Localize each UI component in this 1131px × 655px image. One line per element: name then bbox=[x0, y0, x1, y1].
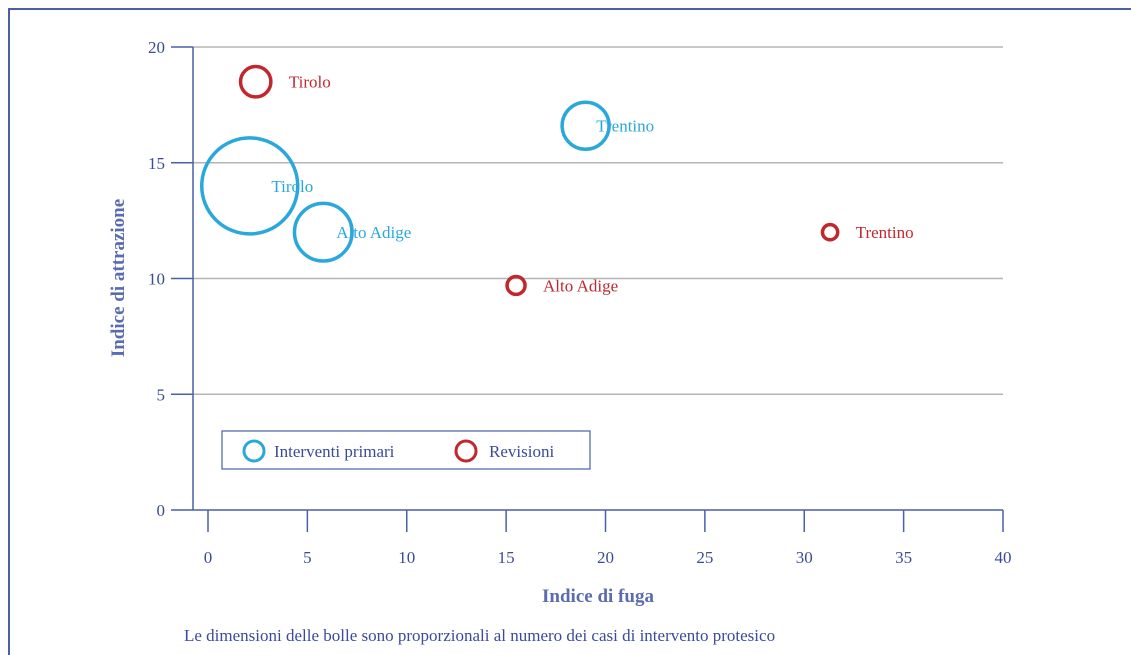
axis-layer: 0 5 10 15 20 0 5 10 15 20 25 30 35 40 bbox=[148, 38, 1012, 567]
bubble-label: Tirolo bbox=[289, 73, 331, 92]
bubble-label: Tirolo bbox=[271, 177, 313, 196]
legend-box bbox=[221, 430, 591, 470]
y-axis-title: Indice di attrazione bbox=[108, 199, 129, 357]
x-tick-label: 40 bbox=[995, 548, 1012, 567]
legend: Interventi primari Revisioni bbox=[221, 430, 591, 470]
x-tick-label: 30 bbox=[796, 548, 813, 567]
bubble-revisioni-alto-adige bbox=[505, 274, 527, 297]
bubble-revisioni-trentino bbox=[820, 222, 840, 242]
bubble-primari-tirolo bbox=[199, 136, 300, 236]
label-layer: Tirolo Alto Adige Trentino Tirolo Alto Adige… bbox=[271, 73, 913, 296]
y-tick-label: 5 bbox=[157, 385, 166, 404]
chart-note: Le dimensioni delle bolle sono proporzio… bbox=[184, 626, 775, 645]
y-tick-label: 20 bbox=[148, 38, 165, 57]
x-tick-label: 20 bbox=[597, 548, 614, 567]
legend-marker-interventi-primari bbox=[242, 439, 266, 463]
bubble-label: Trentino bbox=[596, 117, 654, 136]
y-tick-label: 15 bbox=[148, 154, 165, 173]
x-tick-label: 5 bbox=[303, 548, 312, 567]
y-tick-label: 10 bbox=[148, 270, 165, 289]
x-tick-label: 10 bbox=[398, 548, 415, 567]
bubble-label: Alto Adige bbox=[336, 223, 411, 242]
legend-label-interventi-primari: Interventi primari bbox=[274, 442, 395, 461]
bubble-revisioni-tirolo bbox=[238, 64, 273, 99]
x-tick-label: 0 bbox=[204, 548, 213, 567]
bubble-primari-trentino bbox=[560, 100, 611, 151]
bubble-layer bbox=[199, 64, 840, 297]
x-tick-label: 25 bbox=[696, 548, 713, 567]
x-axis-title: Indice di fuga bbox=[542, 586, 654, 607]
chart-border bbox=[8, 8, 1131, 655]
y-tick-label: 0 bbox=[157, 501, 166, 520]
bubble-label: Alto Adige bbox=[543, 276, 618, 295]
x-tick-label: 15 bbox=[498, 548, 515, 567]
bubble-label: Trentino bbox=[856, 223, 914, 242]
legend-label-revisioni: Revisioni bbox=[489, 442, 554, 461]
grid-layer bbox=[193, 46, 1003, 395]
x-tick-label: 35 bbox=[895, 548, 912, 567]
legend-marker-revisioni bbox=[454, 439, 478, 463]
bubble-primari-alto-adige bbox=[292, 201, 354, 263]
